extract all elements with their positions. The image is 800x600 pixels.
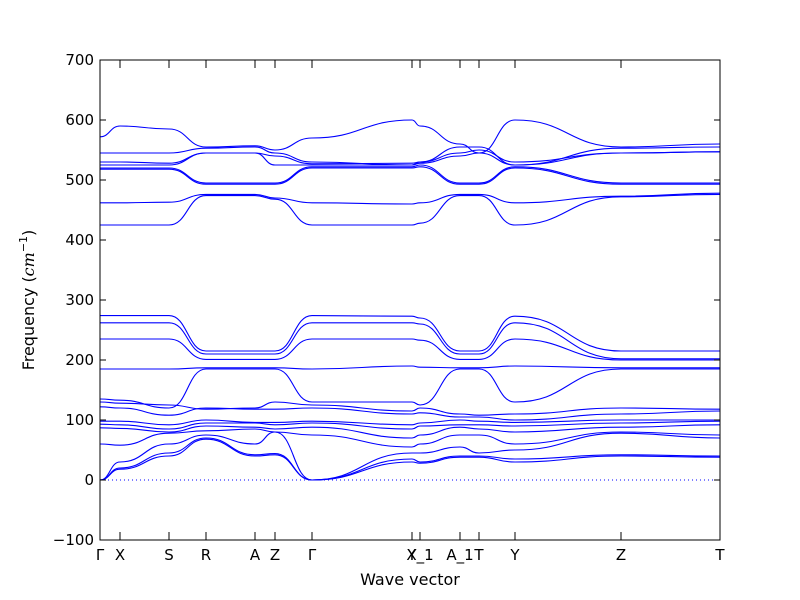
x-axis-label: Wave vector xyxy=(360,570,460,589)
band-line-7 xyxy=(99,192,721,205)
x-tick-label: Γ xyxy=(96,546,105,564)
phonon-bands xyxy=(99,119,721,481)
x-tick-label: Γ xyxy=(308,546,317,564)
plot-frame xyxy=(99,59,721,541)
y-axis-label-unit: cm xyxy=(19,252,38,276)
band-line-11 xyxy=(100,338,720,361)
band-line-1 xyxy=(99,119,721,154)
band-line-19 xyxy=(99,428,721,448)
x-tick-label: Z xyxy=(270,546,280,564)
band-line-8 xyxy=(99,193,721,226)
x-tick-label: A xyxy=(250,546,261,564)
y-axis-label-exponent: −1 xyxy=(17,236,30,252)
y-tick-label: 600 xyxy=(65,111,94,129)
band-line-10 xyxy=(100,322,720,360)
y-tick-label: 400 xyxy=(65,231,94,249)
x-tick-label: A_1 xyxy=(446,546,473,565)
y-tick-label: 0 xyxy=(84,471,94,489)
y-tick-label: 500 xyxy=(65,171,94,189)
y-tick-label: 700 xyxy=(65,51,94,69)
x-tick-label: X_1 xyxy=(406,546,433,565)
band-line-16 xyxy=(100,419,720,426)
y-axis-label: Frequency (cm−1) xyxy=(17,230,38,371)
x-tick-label: S xyxy=(164,546,174,564)
band-line-17 xyxy=(99,420,721,430)
band-line-13 xyxy=(99,368,720,409)
band-line-6 xyxy=(100,166,720,185)
y-tick-label: −100 xyxy=(53,531,94,549)
band-line-5 xyxy=(100,164,720,184)
band-line-14 xyxy=(99,401,721,416)
band-line-15 xyxy=(99,406,721,421)
x-tick-label: Y xyxy=(406,546,417,564)
band-line-20 xyxy=(99,431,721,481)
y-tick-label: 300 xyxy=(65,291,94,309)
y-tick-label: 200 xyxy=(65,351,94,369)
y-axis-label-suffix: ) xyxy=(19,230,38,236)
band-line-3 xyxy=(100,149,721,165)
y-tick-label: 100 xyxy=(65,411,94,429)
band-line-18 xyxy=(99,424,721,439)
x-axis-ticks: Γ X S R A Z Γ YX_1 A_1 T Y Z T xyxy=(96,60,725,565)
y-axis-ticks: −100 0 100 200 300 400 500 600 700 xyxy=(53,51,720,549)
x-tick-label: Y xyxy=(509,546,520,564)
y-axis-label-prefix: Frequency ( xyxy=(19,276,38,370)
x-tick-label: R xyxy=(201,546,211,564)
x-tick-label: T xyxy=(473,546,484,564)
band-line-21 xyxy=(99,437,721,481)
band-line-22 xyxy=(99,438,721,481)
band-line-9 xyxy=(100,315,720,352)
x-tick-label: X xyxy=(115,546,125,564)
x-tick-label: Z xyxy=(616,546,626,564)
band-line-12 xyxy=(100,365,720,370)
band-line-4 xyxy=(100,151,721,166)
x-tick-label: T xyxy=(714,546,725,564)
